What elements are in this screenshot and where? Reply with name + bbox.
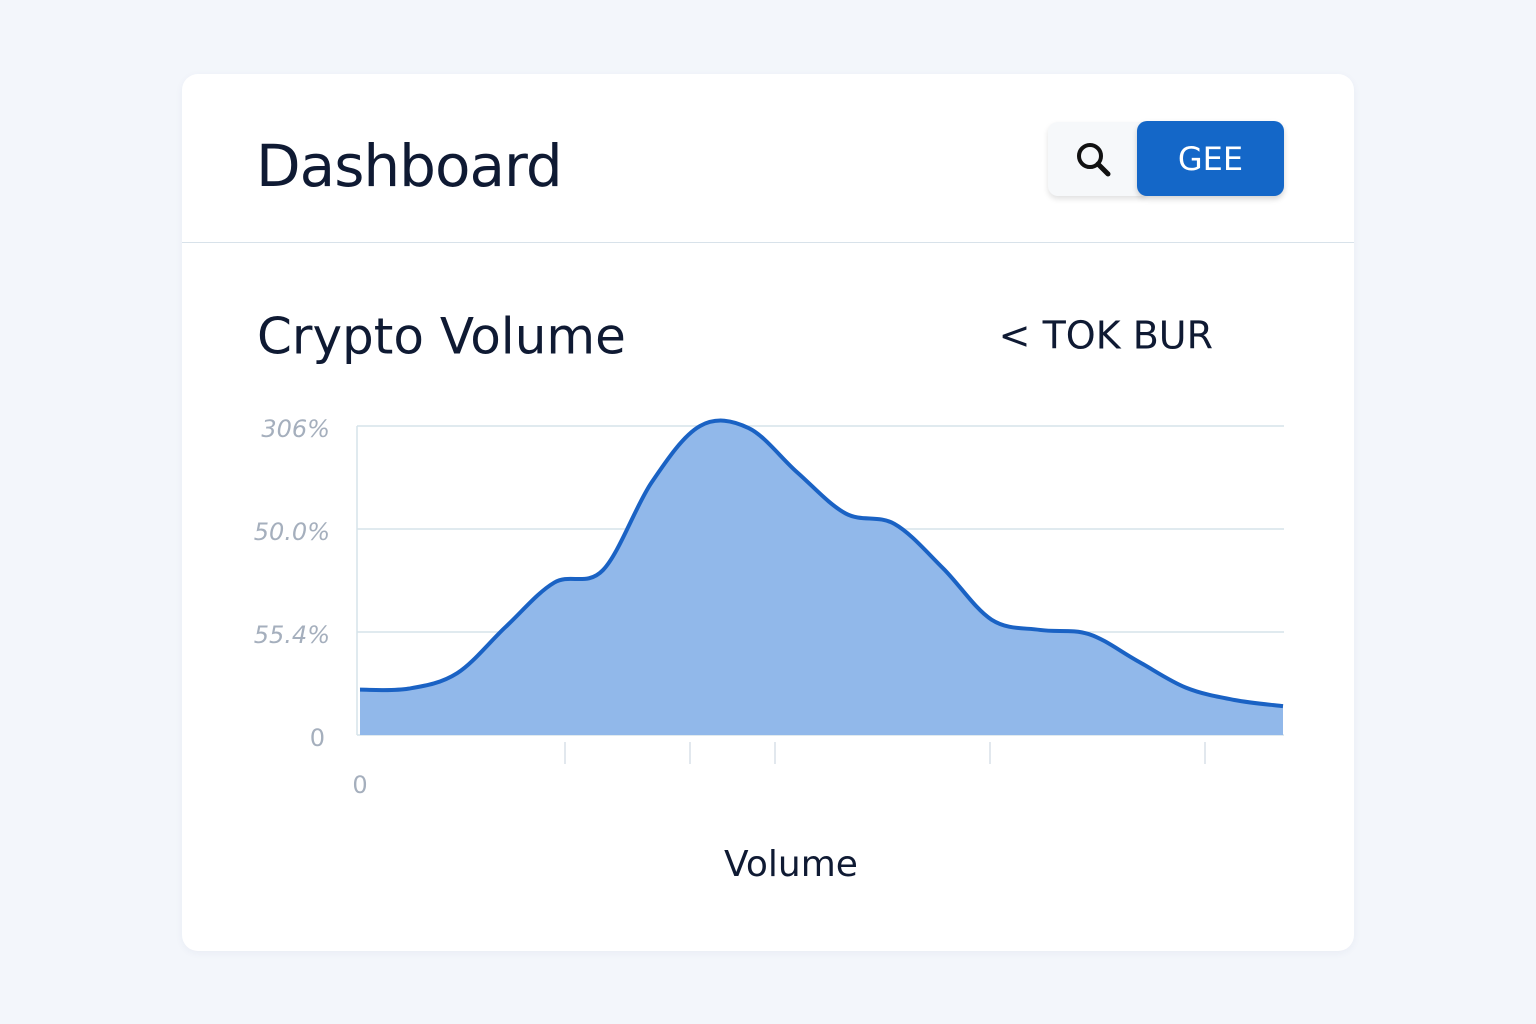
x-tick-label: 0 bbox=[352, 771, 367, 799]
y-tick-label: 55.4% bbox=[254, 621, 330, 649]
chart-title: Crypto Volume bbox=[257, 308, 626, 366]
y-tick-label: 50.0% bbox=[254, 518, 330, 546]
chart-link[interactable]: < TOK BUR bbox=[999, 314, 1213, 358]
area-fill bbox=[360, 420, 1283, 735]
y-tick-label: 0 bbox=[310, 724, 325, 752]
primary-button[interactable]: GEE bbox=[1137, 121, 1284, 196]
area-line bbox=[359, 418, 1284, 709]
y-tick-label: 306% bbox=[261, 415, 330, 443]
search-icon bbox=[1077, 143, 1111, 177]
search-button[interactable] bbox=[1048, 122, 1144, 196]
x-axis-title: Volume bbox=[724, 844, 858, 885]
card: Dashboard GEE bbox=[182, 74, 1354, 951]
page-title: Dashboard bbox=[256, 132, 563, 200]
divider bbox=[182, 242, 1354, 243]
